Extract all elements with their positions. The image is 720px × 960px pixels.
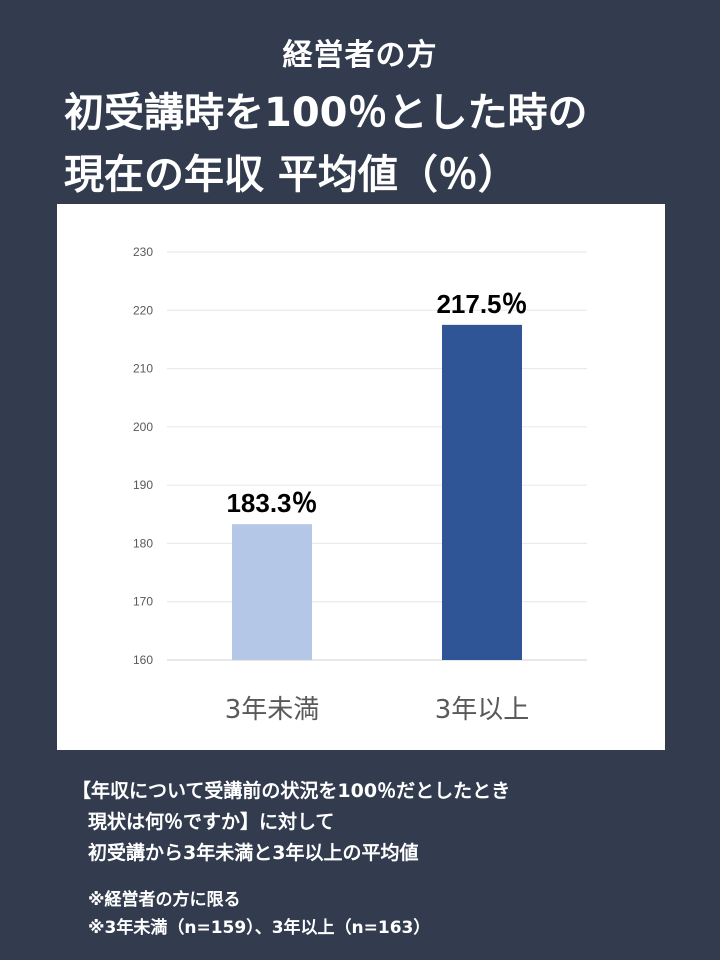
x-category-label: 3年以上 — [435, 695, 530, 725]
data-label: 217.5％ — [436, 289, 527, 319]
y-tick-label: 210 — [133, 362, 153, 376]
footnote-2: ※3年未満（n=159）、3年以上（n=163） — [88, 918, 431, 938]
y-tick-label: 220 — [133, 303, 153, 317]
y-tick-label: 180 — [133, 536, 153, 550]
description-line-3: 初受講から3年未満と3年以上の平均値 — [88, 842, 419, 864]
y-tick-label: 230 — [133, 245, 153, 259]
page-title-line2: 現在の年収 平均値（％） — [64, 152, 518, 198]
footnotes: ※経営者の方に限る ※3年未満（n=159）、3年以上（n=163） — [88, 886, 430, 942]
x-category-label: 3年未満 — [225, 695, 320, 725]
y-tick-label: 160 — [133, 653, 153, 667]
bar — [442, 324, 522, 660]
y-tick-label: 190 — [133, 478, 153, 492]
data-label: 183.3％ — [226, 488, 317, 518]
description-line-1: 【年収について受講前の状況を100％だとしたとき — [72, 780, 511, 802]
bar — [232, 524, 312, 660]
chart-description: 【年収について受講前の状況を100％だとしたとき 現状は何％ですか】に対して 初… — [72, 776, 510, 869]
y-tick-label: 200 — [133, 420, 153, 434]
bar-chart: 160 170 180 190 200 210 220 230 183.3％ 3年未満 217.5％… — [133, 245, 587, 725]
description-line-2: 現状は何％ですか】に対して — [88, 811, 335, 833]
footnote-1: ※経営者の方に限る — [88, 890, 241, 910]
page-subtitle: 経営者の方 — [282, 38, 438, 73]
chart-panel: 160 170 180 190 200 210 220 230 183.3％ 3年未満 217.5％… — [57, 204, 665, 750]
page-title-line1: 初受講時を100％とした時の — [64, 90, 588, 136]
y-tick-label: 170 — [133, 595, 153, 609]
